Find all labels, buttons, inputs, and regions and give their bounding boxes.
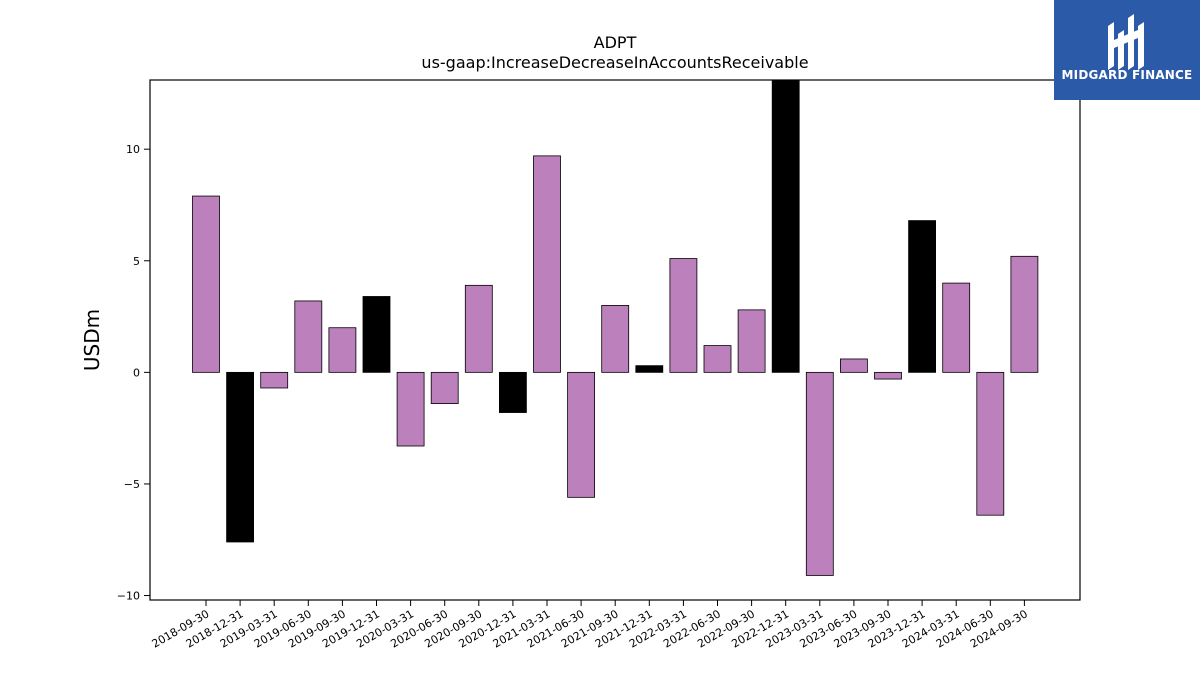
bar-2019-03-31	[260, 371, 289, 389]
bar-2020-12-31	[498, 371, 527, 413]
x-axis: 2018-09-302018-12-312019-03-312019-06-30…	[150, 600, 1030, 651]
y-axis: −10 −5 0 5 10	[117, 143, 150, 603]
bar-2023-09-30	[874, 371, 902, 380]
plot-frame	[149, 79, 1081, 601]
bar-2022-12-31	[771, 79, 800, 373]
chart-title: ADPT	[594, 33, 637, 52]
y-axis-label: USDm	[80, 309, 104, 371]
bar-2021-12-31	[635, 365, 664, 373]
bar-2018-09-30	[192, 195, 220, 373]
bar-2020-06-30	[430, 371, 459, 405]
bar-2023-03-31	[805, 371, 834, 576]
y-tick-label: −10	[117, 590, 140, 603]
bar-2024-06-30	[976, 371, 1005, 516]
y-tick-label: 0	[133, 366, 140, 379]
bar-2021-03-31	[533, 155, 561, 373]
bar-2024-09-30	[1010, 255, 1039, 373]
bar-2024-03-31	[942, 282, 971, 373]
brand-name: MIDGARD FINANCE	[1061, 68, 1193, 82]
chart-subtitle: us-gaap:IncreaseDecreaseInAccountsReceiv…	[421, 53, 808, 72]
y-tick-label: 10	[126, 143, 140, 156]
bars-group	[192, 79, 1039, 576]
bar-2019-06-30	[294, 300, 323, 373]
bar-2018-12-31	[226, 371, 255, 543]
brand-mark-icon	[1108, 14, 1144, 70]
bar-2021-09-30	[601, 305, 630, 373]
bar-2022-03-31	[669, 258, 698, 373]
bar-2022-09-30	[737, 309, 766, 373]
bar-2021-06-30	[567, 371, 595, 498]
y-tick-label: 5	[133, 255, 140, 268]
bar-2023-12-31	[908, 220, 936, 373]
bar-2022-06-30	[703, 345, 732, 373]
bar-2023-06-30	[840, 358, 868, 373]
bar-2020-09-30	[464, 284, 493, 373]
bar-2019-12-31	[362, 296, 391, 373]
bar-2020-03-31	[396, 371, 425, 447]
bar-2019-09-30	[328, 327, 357, 373]
brand-logo: MIDGARD FINANCE	[1054, 0, 1200, 100]
y-tick-label: −5	[124, 478, 140, 491]
